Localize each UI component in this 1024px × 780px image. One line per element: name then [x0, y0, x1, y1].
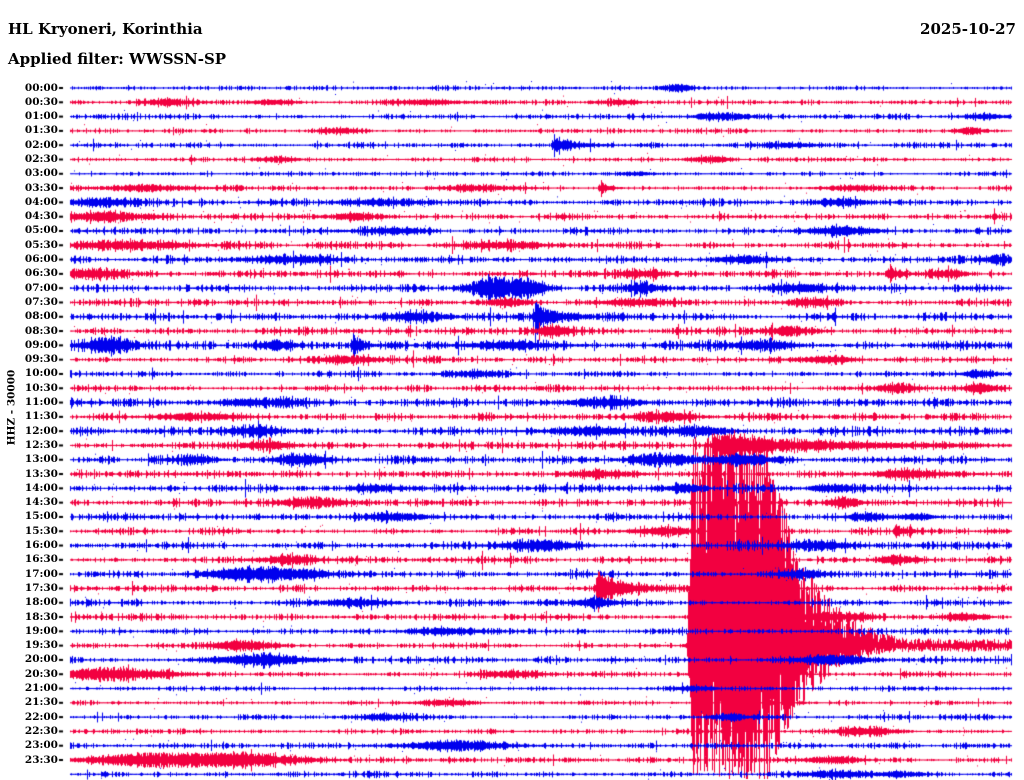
helicorder-plot — [0, 0, 1024, 780]
helicorder-page: HL Kryoneri, Korinthia 2025-10-27 Applie… — [0, 0, 1024, 780]
